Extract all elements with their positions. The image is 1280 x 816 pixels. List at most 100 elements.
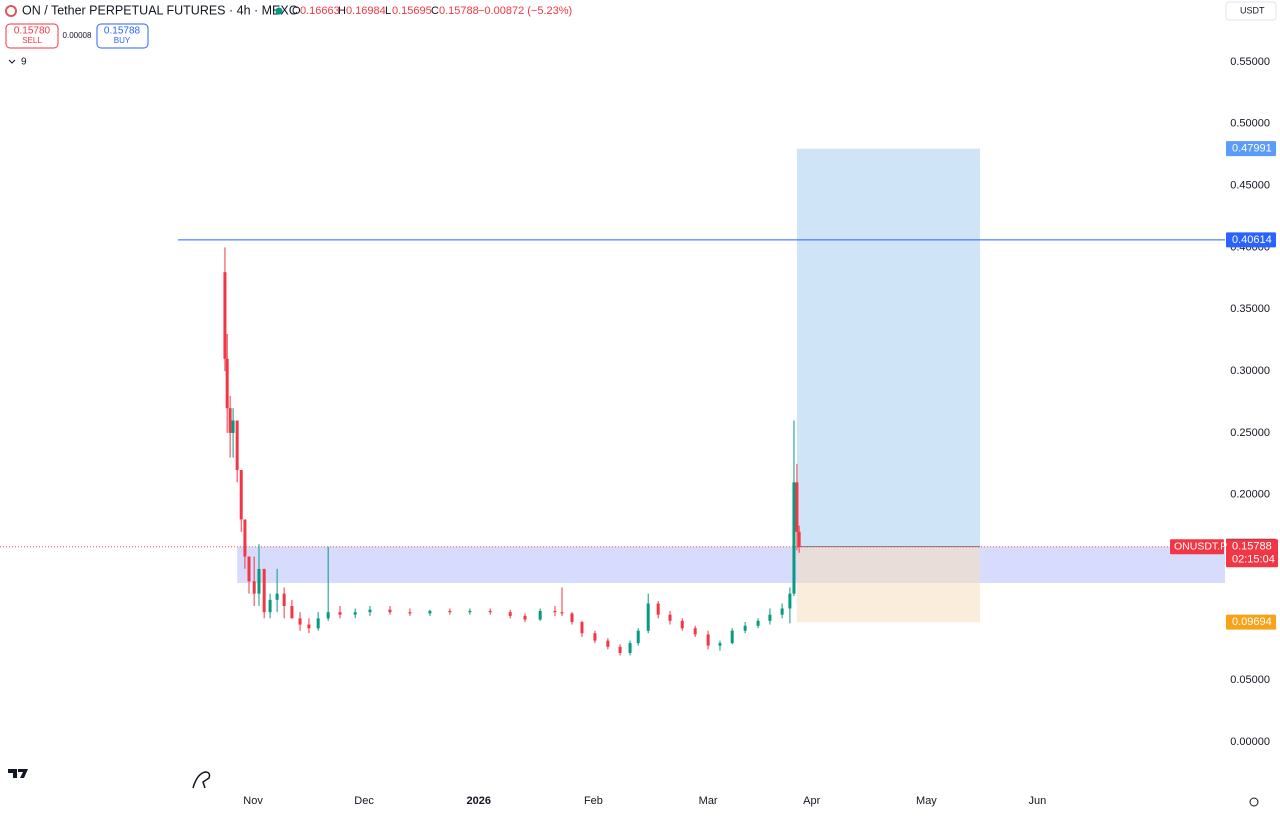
x-tick-label: Dec: [354, 795, 374, 807]
symbol-tag-bg: [1170, 539, 1224, 555]
buy-price: 0.15788: [104, 26, 141, 37]
ohlc-value: 0.16984: [346, 5, 386, 17]
candle-body: [225, 358, 229, 409]
candle-body: [743, 625, 747, 631]
sell-button[interactable]: [5, 23, 59, 49]
candle-body: [257, 568, 261, 594]
settings-icon[interactable]: [1249, 797, 1259, 807]
ohlc-label: L: [385, 5, 391, 17]
y-tick-label: 0.50000: [1230, 118, 1270, 130]
candle-body: [795, 482, 799, 532]
candle-body: [368, 609, 372, 613]
symbol-icon: [5, 5, 17, 17]
candle-body: [788, 593, 792, 609]
candle-body: [353, 612, 357, 615]
y-tick-label: 0.45000: [1230, 180, 1270, 192]
symbol-title[interactable]: ON / Tether PERPETUAL FUTURES · 4h · MEX…: [22, 3, 298, 17]
x-tick-label: Nov: [243, 795, 263, 807]
buy-button[interactable]: [96, 23, 149, 49]
x-tick-label: Mar: [699, 795, 718, 807]
spread: 0.00008: [63, 31, 92, 40]
line-price-label-bg: [1226, 232, 1276, 248]
candle-body: [553, 610, 557, 613]
sell-price: 0.15780: [14, 26, 51, 37]
ohlc-label: O: [292, 5, 301, 17]
x-tick-label: Feb: [584, 795, 603, 807]
stop-price-label-bg: [1226, 614, 1276, 630]
countdown: 02:15:04: [1232, 554, 1275, 566]
candle-body: [290, 606, 294, 619]
candle-body: [706, 634, 710, 646]
candle-body: [307, 624, 311, 629]
x-tick-label: Jun: [1029, 795, 1047, 807]
candle-body: [298, 618, 302, 625]
candle-body: [646, 603, 650, 631]
x-tick-label: Apr: [803, 795, 820, 807]
logo: [8, 769, 1259, 807]
header: ON / Tether PERPETUAL FUTURES · 4h · MEX…: [5, 1, 1277, 68]
candle-body: [235, 420, 239, 471]
candle-body: [730, 630, 734, 644]
indicator-count[interactable]: 9: [21, 57, 27, 68]
stop-price-label: 0.09694: [1232, 616, 1272, 628]
position-target: [796, 148, 981, 547]
y-tick-label: 0.30000: [1230, 365, 1270, 377]
line-price-label: 0.40614: [1232, 234, 1272, 246]
candle-body: [618, 646, 622, 653]
candle-body: [239, 470, 243, 520]
y-tick-label: 0.25000: [1230, 427, 1270, 439]
y-tick-label: 0.05000: [1230, 674, 1270, 686]
candle-body: [282, 593, 286, 607]
candle-body: [488, 610, 492, 613]
dino-icon[interactable]: [192, 771, 211, 789]
y-tick-label: 0.35000: [1230, 303, 1270, 315]
currency: USDT: [1240, 5, 1265, 15]
zone: [237, 546, 1226, 584]
y-tick-label: 0.20000: [1230, 489, 1270, 501]
position-stop: [796, 546, 981, 623]
target-price-label-bg: [1226, 141, 1276, 157]
currency-button[interactable]: [1225, 1, 1277, 21]
collapse-icon[interactable]: [8, 59, 16, 64]
candle-body: [606, 640, 610, 647]
candle-body: [316, 618, 320, 629]
candle-body: [668, 614, 672, 621]
candle-body: [408, 612, 412, 614]
candle-body: [560, 612, 564, 614]
market-status: [275, 7, 283, 15]
candle-body: [693, 628, 697, 635]
candle-body: [252, 581, 256, 594]
candle-body: [448, 610, 452, 613]
candle-body: [538, 610, 542, 620]
symbol-tag: ONUSDT.P: [1174, 541, 1227, 553]
sell-label: SELL: [22, 36, 42, 45]
candle-body: [262, 568, 266, 613]
candle-body: [338, 612, 342, 615]
x-tick-label: May: [916, 795, 937, 807]
candle-body: [593, 633, 597, 641]
target-price-label: 0.47991: [1232, 143, 1272, 155]
candle-body: [388, 609, 392, 613]
ohlc-value: 0.16663: [300, 5, 340, 17]
y-tick-label: 0.00000: [1230, 736, 1270, 748]
candle-body: [780, 608, 784, 615]
candle-body: [718, 643, 722, 646]
candle-body: [680, 620, 684, 629]
ohlc-label: H: [338, 5, 346, 17]
ohlc-label: C: [431, 5, 439, 17]
last-price-bg: [1226, 539, 1278, 568]
last-price-label: 0.15788: [1232, 541, 1272, 553]
candle-body: [228, 408, 232, 433]
x-tick-label: 2026: [467, 795, 491, 807]
y-tick-label: 0.55000: [1230, 56, 1270, 68]
candle-body: [768, 614, 772, 621]
candle-body: [268, 599, 272, 613]
candle-body: [628, 643, 632, 653]
candle-body: [508, 612, 512, 616]
candle-body: [797, 531, 801, 547]
candle-body: [326, 612, 330, 619]
candle-body: [428, 610, 432, 614]
candle-body: [231, 420, 235, 433]
